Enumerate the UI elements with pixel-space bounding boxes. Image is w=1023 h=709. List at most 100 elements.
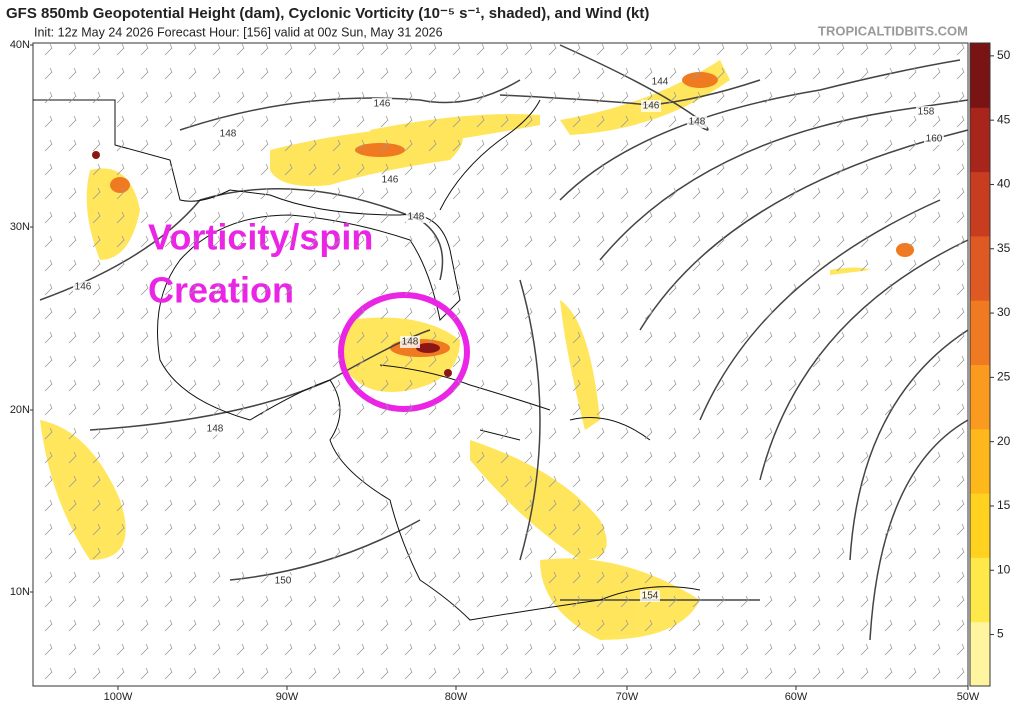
wind-barb: [116, 331, 125, 344]
wind-barb: [644, 235, 653, 248]
wind-barb: [692, 451, 701, 464]
wind-barb: [44, 475, 53, 488]
wind-barb: [332, 211, 341, 224]
wind-barb: [644, 523, 653, 536]
wind-barb: [500, 499, 509, 512]
wind-barb: [740, 547, 749, 560]
wind-barb: [620, 307, 629, 320]
wind-barb: [644, 667, 653, 680]
wind-barb: [572, 643, 581, 656]
wind-barb: [932, 331, 941, 344]
wind-barb: [188, 595, 197, 608]
wind-barb: [236, 571, 245, 584]
wind-barb: [284, 499, 293, 512]
wind-barb: [308, 595, 317, 608]
wind-barb: [140, 379, 149, 392]
wind-barb: [188, 67, 197, 80]
wind-barb: [116, 667, 125, 680]
wind-barb: [260, 379, 269, 392]
colorbar-tick-label: 25: [997, 370, 1011, 384]
wind-barb: [644, 115, 653, 128]
wind-barb: [596, 667, 605, 680]
wind-barb: [716, 91, 725, 104]
wind-barb: [932, 283, 941, 296]
wind-barb: [68, 163, 77, 176]
wind-barb: [836, 427, 845, 440]
wind-barb: [332, 523, 341, 536]
wind-barb: [188, 163, 197, 176]
wind-barb: [884, 163, 893, 176]
wind-barb: [380, 187, 389, 200]
wind-barb: [932, 91, 941, 104]
colorbar-band: [970, 107, 990, 173]
wind-barb: [788, 547, 797, 560]
wind-barb: [212, 451, 221, 464]
wind-barb: [908, 499, 917, 512]
wind-barb: [284, 115, 293, 128]
wind-barb: [836, 91, 845, 104]
wind-barb: [284, 667, 293, 680]
wind-barb: [356, 379, 365, 392]
wind-barb: [212, 379, 221, 392]
wind-barb: [236, 211, 245, 224]
wind-barb: [668, 91, 677, 104]
wind-barb: [428, 235, 437, 248]
wind-barb: [788, 643, 797, 656]
wind-barb: [764, 643, 773, 656]
wind-barb: [236, 451, 245, 464]
wind-barb: [188, 235, 197, 248]
wind-barb: [764, 379, 773, 392]
wind-barb: [236, 595, 245, 608]
wind-barb: [956, 595, 965, 608]
wind-barb: [212, 595, 221, 608]
wind-barb: [788, 619, 797, 632]
wind-barb: [356, 259, 365, 272]
wind-barb: [428, 523, 437, 536]
wind-barb: [380, 115, 389, 128]
wind-barb: [884, 547, 893, 560]
wind-barb: [644, 643, 653, 656]
longitude-label: 60W: [785, 691, 808, 703]
wind-barb: [956, 43, 965, 56]
wind-barb: [812, 235, 821, 248]
wind-barb: [836, 163, 845, 176]
wind-barb: [692, 187, 701, 200]
wind-barb: [92, 115, 101, 128]
wind-barb: [404, 379, 413, 392]
wind-barb: [476, 283, 485, 296]
wind-barb: [500, 475, 509, 488]
wind-barb: [860, 427, 869, 440]
wind-barb: [524, 667, 533, 680]
latitude-label: 10N: [10, 586, 30, 598]
wind-barb: [44, 331, 53, 344]
wind-barb: [716, 211, 725, 224]
wind-barb: [764, 523, 773, 536]
wind-barb: [236, 331, 245, 344]
wind-barb: [932, 475, 941, 488]
wind-barb: [284, 139, 293, 152]
wind-barb: [620, 547, 629, 560]
wind-barb: [260, 523, 269, 536]
wind-barb: [476, 427, 485, 440]
wind-barb: [68, 451, 77, 464]
wind-barb: [716, 259, 725, 272]
wind-barb: [68, 403, 77, 416]
highlight-circle: [338, 292, 470, 412]
wind-barb: [356, 67, 365, 80]
wind-barb: [212, 307, 221, 320]
wind-barb: [596, 547, 605, 560]
wind-barb: [740, 139, 749, 152]
wind-barb: [836, 619, 845, 632]
wind-barb: [932, 355, 941, 368]
colorbar-tick-label: 20: [997, 434, 1011, 448]
wind-barb: [44, 115, 53, 128]
wind-barb: [356, 115, 365, 128]
wind-barb: [452, 427, 461, 440]
wind-barb: [548, 523, 557, 536]
wind-barb: [116, 67, 125, 80]
wind-barb: [524, 355, 533, 368]
wind-barb: [260, 115, 269, 128]
wind-barb: [524, 499, 533, 512]
contour-label-bg: [205, 423, 225, 435]
wind-barb: [92, 403, 101, 416]
